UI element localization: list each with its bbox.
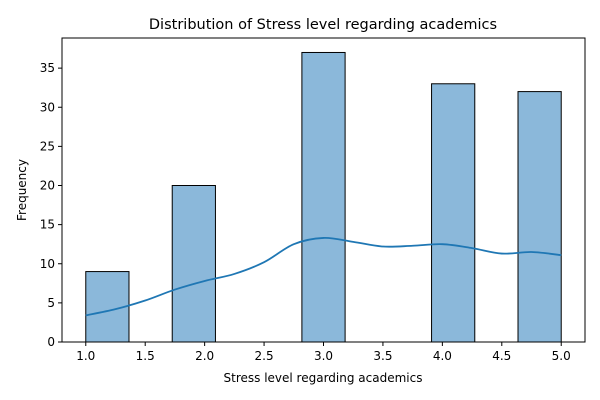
histogram-bar-2 <box>171 185 216 343</box>
x-tick-label: 3.0 <box>314 349 333 363</box>
y-tick-label: 30 <box>40 100 55 114</box>
y-tick-label: 0 <box>47 335 55 349</box>
y-tick-label: 10 <box>40 257 55 271</box>
y-tick-label: 35 <box>40 61 55 75</box>
bars-layer <box>85 51 562 343</box>
histogram-bar-4 <box>431 83 476 343</box>
y-tick-label: 20 <box>40 179 55 193</box>
x-tick-label: 3.5 <box>373 349 392 363</box>
x-axis-label: Stress level regarding academics <box>224 371 423 385</box>
x-tick-label: 1.5 <box>136 349 155 363</box>
x-tick-label: 5.0 <box>552 349 571 363</box>
x-tick-label: 4.5 <box>492 349 511 363</box>
y-tick-label: 15 <box>40 218 55 232</box>
histogram-bar-5 <box>517 91 562 343</box>
x-axis: 1.0 1.5 2.0 2.5 3.0 3.5 4.0 4.5 5.0 <box>76 342 571 363</box>
x-tick-label: 1.0 <box>76 349 95 363</box>
x-tick-label: 2.0 <box>195 349 214 363</box>
chart-title: Distribution of Stress level regarding a… <box>149 17 497 33</box>
y-axis: 0 5 10 15 20 25 30 35 <box>40 61 62 349</box>
y-axis-label: Frequency <box>15 159 29 221</box>
x-tick-label: 2.5 <box>255 349 274 363</box>
x-tick-label: 4.0 <box>433 349 452 363</box>
kde-density-line <box>85 237 562 317</box>
y-tick-label: 5 <box>47 296 55 310</box>
histogram-bar-3 <box>301 51 346 343</box>
kde-layer <box>85 237 562 317</box>
y-tick-label: 25 <box>40 139 55 153</box>
